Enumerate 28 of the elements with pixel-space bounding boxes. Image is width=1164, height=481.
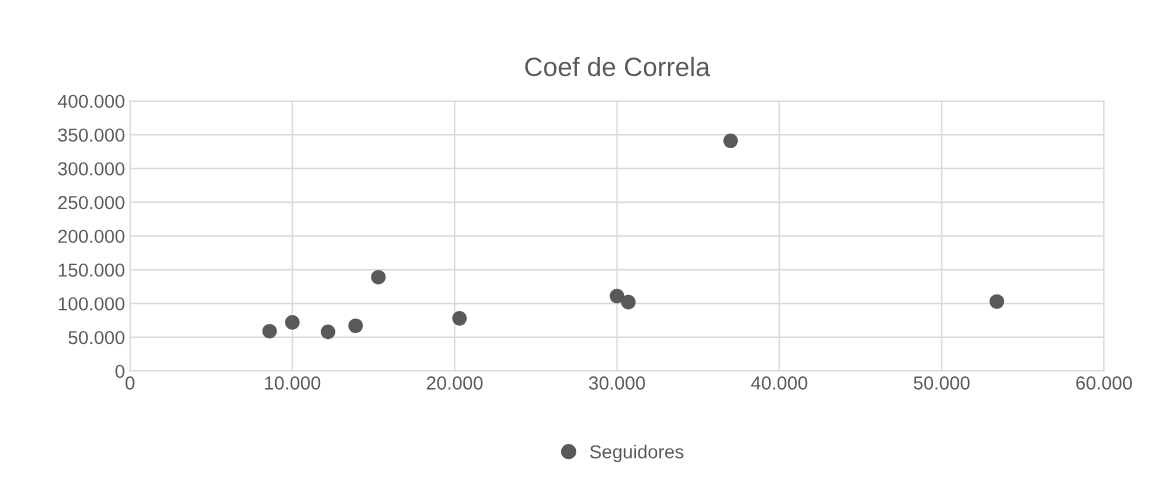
y-tick-label: 50.000: [68, 330, 125, 345]
y-tick-label: 250.000: [58, 195, 125, 210]
legend-label: Seguidores: [590, 444, 684, 463]
x-tick-label: 60.000: [1076, 376, 1132, 390]
point: [621, 294, 636, 310]
y-tick-label: 200.000: [58, 229, 125, 243]
x-tick-label: 0: [125, 376, 135, 390]
y-tick-label: 150.000: [58, 263, 125, 277]
x-tick-label: 20.000: [426, 376, 483, 390]
x-tick-label: 30.000: [589, 376, 645, 390]
x-tick-label: 50.000: [913, 376, 970, 390]
y-tick-label: 400.000: [57, 94, 125, 108]
y-tick-label: 300.000: [58, 162, 125, 176]
y-tick-label: 100.000: [58, 297, 125, 311]
point: [989, 294, 1005, 309]
point: [285, 315, 300, 330]
point: [723, 133, 738, 149]
point: [452, 311, 467, 326]
point: [371, 269, 386, 285]
point: [320, 324, 336, 340]
chart-title: Coef de Correla: [525, 56, 711, 77]
x-tick-label: 10.000: [265, 376, 321, 390]
point: [262, 323, 277, 339]
x-tick-label: 40.000: [751, 376, 808, 390]
y-tick-label: 350.000: [58, 128, 125, 142]
y-tick-label: 0: [115, 364, 125, 378]
point: [609, 288, 625, 304]
point: [348, 318, 363, 334]
